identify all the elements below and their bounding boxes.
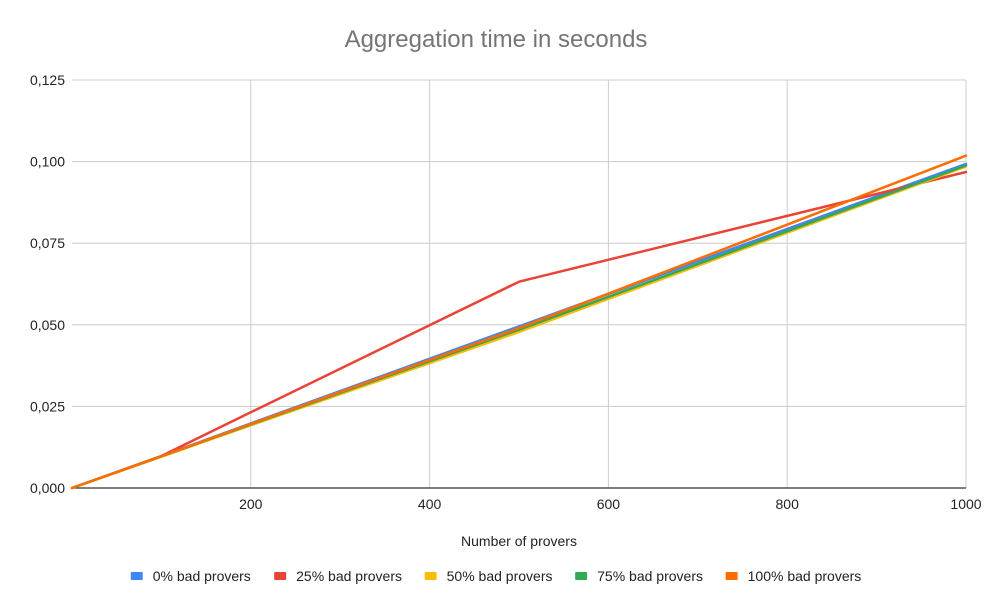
legend-item[interactable]: 0% bad provers	[130, 568, 251, 584]
legend-item[interactable]: 100% bad provers	[725, 568, 862, 584]
legend-swatch	[274, 572, 287, 580]
legend-label: 75% bad provers	[597, 568, 703, 584]
y-tick-label: 0,100	[30, 154, 65, 170]
legend-label: 100% bad provers	[748, 568, 862, 584]
legend-label: 50% bad provers	[447, 568, 553, 584]
legend-item[interactable]: 75% bad provers	[575, 568, 703, 584]
legend-swatch	[424, 572, 437, 580]
legend-swatch	[575, 572, 588, 580]
x-tick-label: 1000	[950, 496, 981, 512]
legend-swatch	[725, 572, 738, 580]
legend-item[interactable]: 50% bad provers	[424, 568, 553, 584]
y-tick-label: 0,075	[30, 235, 65, 251]
legend[interactable]: 0% bad provers 25% bad provers 50% bad pro…	[130, 568, 862, 584]
x-tick-label: 200	[239, 496, 263, 512]
legend-label: 0% bad provers	[153, 568, 251, 584]
x-tick-label: 600	[597, 496, 621, 512]
legend-label: 25% bad provers	[296, 568, 402, 584]
legend-item[interactable]: 25% bad provers	[274, 568, 402, 584]
series-lines	[70, 154, 968, 490]
chart-title: Aggregation time in seconds	[345, 26, 648, 53]
series-line	[70, 154, 968, 490]
x-tick-label: 800	[776, 496, 800, 512]
x-tick-label: 400	[418, 496, 442, 512]
y-tick-label: 0,000	[30, 480, 65, 496]
gridlines	[72, 79, 967, 488]
y-axis-ticks: 0,000 0,025 0,050 0,075 0,100 0,125	[30, 72, 65, 496]
y-tick-label: 0,025	[30, 398, 65, 414]
x-axis-label: Number of provers	[461, 533, 577, 549]
y-tick-label: 0,125	[30, 72, 65, 88]
legend-swatch	[130, 572, 143, 580]
y-tick-label: 0,050	[30, 317, 65, 333]
x-axis-ticks: 200 400 600 800 1000	[239, 496, 982, 512]
